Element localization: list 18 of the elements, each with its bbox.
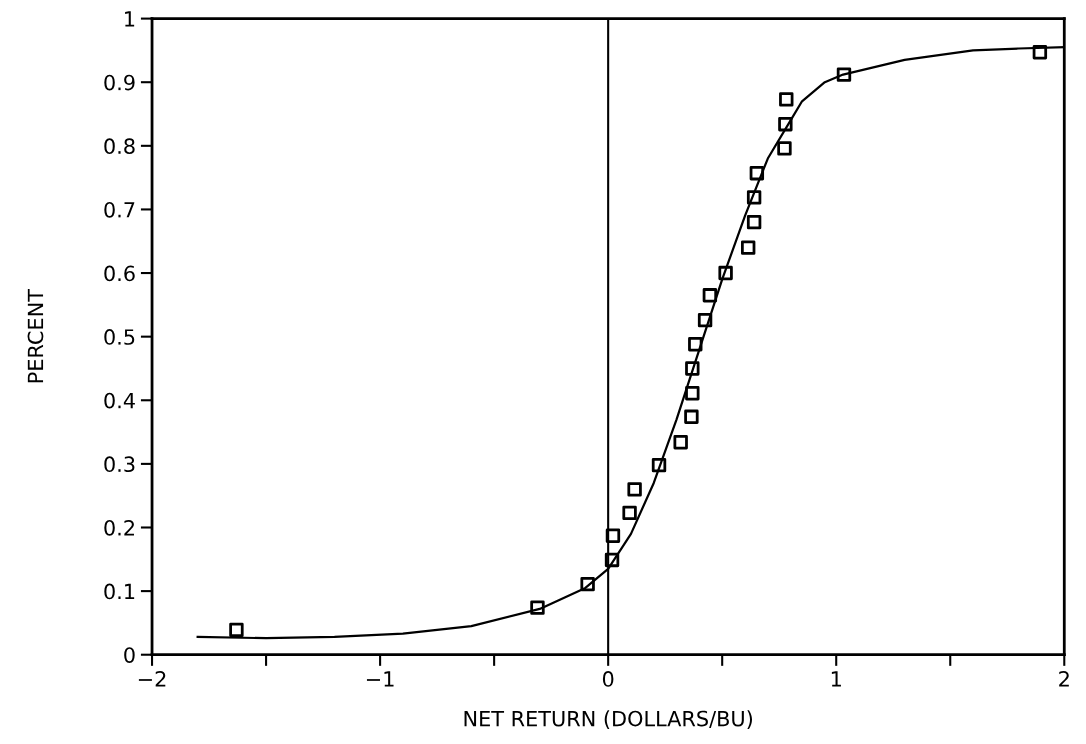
- y-tick-label: 0.4: [104, 392, 135, 409]
- x-tick-label: 2: [1059, 671, 1069, 687]
- y-tick-label: 0.6: [104, 265, 135, 282]
- y-tick-label: 0.1: [104, 583, 135, 600]
- x-tick-label: −2: [138, 671, 166, 687]
- y-tick-label: 0.9: [104, 74, 135, 91]
- y-axis-title: PERCENT: [27, 289, 44, 383]
- x-tick-label: 0: [602, 671, 614, 687]
- y-tick-label: 0.5: [104, 329, 135, 345]
- y-tick-label: 0.2: [104, 519, 134, 536]
- x-tick-label: −1: [366, 671, 394, 687]
- y-tick-label: 1: [125, 11, 135, 27]
- x-axis-title: NET RETURN (DOLLARS/BU): [464, 710, 753, 729]
- y-tick-label: 0.7: [104, 201, 135, 218]
- y-tick-label: 0.8: [104, 138, 135, 155]
- y-tick-label: 0.3: [104, 456, 135, 473]
- y-tick-label: 0: [124, 647, 135, 663]
- x-tick-label: 1: [831, 671, 841, 687]
